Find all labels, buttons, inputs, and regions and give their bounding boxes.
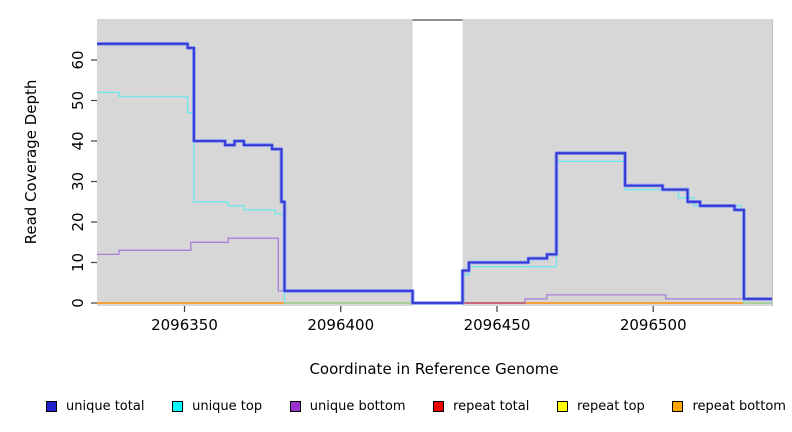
y-tick-label: 40	[69, 131, 87, 150]
y-tick-label: 20	[69, 212, 87, 231]
legend-label: repeat total	[453, 398, 530, 414]
x-axis-title: Coordinate in Reference Genome	[309, 360, 559, 378]
legend-item-repeat-bottom: repeat bottom	[672, 399, 786, 414]
x-tick-label: 2096400	[307, 316, 374, 334]
y-axis-title: Read Coverage Depth	[22, 79, 40, 245]
legend-swatch-unique-bottom	[289, 400, 301, 412]
legend-swatch-unique-top	[172, 400, 184, 412]
legend-swatch-repeat-top	[557, 400, 568, 412]
y-tick-label: 60	[69, 50, 87, 69]
legend-label: repeat bottom	[692, 398, 786, 414]
legend-swatch-unique-total	[46, 400, 57, 412]
series-unique-total	[97, 42, 772, 304]
legend-item-repeat-total: repeat total	[433, 399, 529, 414]
legend-swatch-repeat-bottom	[672, 400, 684, 412]
legend-label: unique top	[192, 398, 263, 414]
y-tick-label: 30	[69, 172, 87, 191]
y-tick-label: 10	[69, 253, 87, 272]
x-tick-label: 2096350	[151, 316, 218, 334]
legend-label: unique total	[66, 398, 145, 414]
y-tick-label: 50	[69, 91, 87, 110]
x-tick-label: 2096500	[620, 316, 687, 334]
legend-item-repeat-top: repeat top	[557, 399, 645, 414]
legend-item-unique-bottom: unique bottom	[289, 398, 406, 414]
legend-label: unique bottom	[309, 398, 406, 414]
legend-label: repeat top	[577, 398, 645, 414]
legend-swatch-repeat-total	[433, 400, 445, 412]
legend-item-unique-top: unique top	[172, 399, 262, 414]
masked-region	[412, 21, 463, 306]
x-tick-label: 2096450	[464, 316, 531, 334]
y-tick-label: 0	[69, 298, 87, 308]
legend-item-unique-total: unique total	[46, 399, 144, 414]
legend: unique total unique top unique bottom repea…	[46, 397, 786, 415]
